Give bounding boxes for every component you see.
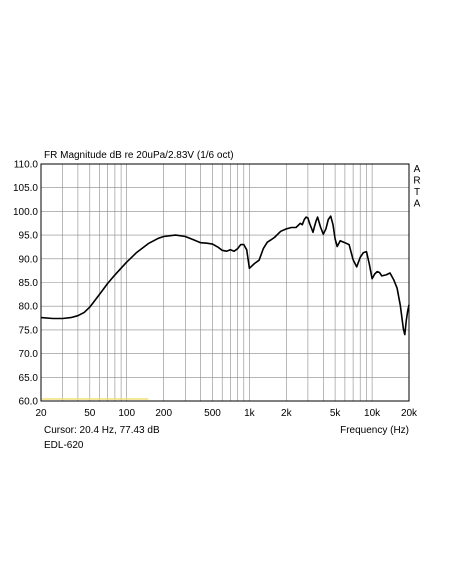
x-axis-label: Frequency (Hz)	[340, 425, 409, 436]
y-tick-label: 105.0	[13, 183, 38, 194]
tick-labels: 110.0 105.0 100.0 95.0 90.0 85.0 80.0 75.0 70.0 6…	[13, 160, 418, 420]
y-tick-label: 75.0	[19, 325, 39, 336]
x-tick-label: 5k	[330, 408, 342, 419]
y-tick-label: 100.0	[13, 207, 38, 218]
y-tick-label: 70.0	[19, 349, 39, 360]
x-tick-label: 200	[155, 408, 172, 419]
chart-title: FR Magnitude dB re 20uPa/2.83V (1/6 oct)	[44, 150, 234, 161]
watermark-letter: R	[413, 176, 420, 187]
watermark-letter: A	[414, 199, 421, 210]
x-tick-label: 50	[84, 408, 96, 419]
x-tick-label: 2k	[281, 408, 293, 419]
x-tick-label: 500	[204, 408, 221, 419]
y-tick-label: 65.0	[19, 373, 39, 384]
plot-frame	[40, 163, 410, 402]
x-tick-label: 1k	[244, 408, 256, 419]
x-tick-label: 10k	[364, 408, 381, 419]
y-tick-label: 95.0	[19, 231, 39, 242]
series-line	[40, 215, 410, 336]
series-layer	[40, 215, 410, 336]
x-tick-label: 20k	[401, 408, 418, 419]
x-tick-label: 100	[118, 408, 135, 419]
watermark-letter: T	[414, 187, 420, 198]
x-tick-label: 20	[35, 408, 47, 419]
y-tick-label: 85.0	[19, 278, 39, 289]
y-tick-label: 60.0	[19, 397, 39, 408]
cursor-readout: Cursor: 20.4 Hz, 77.43 dB	[44, 425, 160, 436]
y-tick-label: 90.0	[19, 254, 39, 265]
footer-label: EDL-620	[44, 440, 84, 451]
watermark-letter: A	[414, 164, 421, 175]
y-tick-label: 80.0	[19, 302, 39, 313]
y-tick-label: 110.0	[14, 160, 39, 171]
